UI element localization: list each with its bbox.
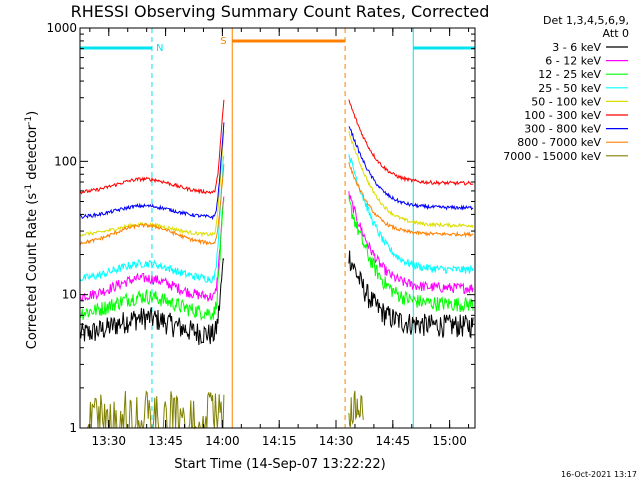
plot-frame	[79, 27, 476, 429]
y-tick-label-1: 10	[62, 288, 77, 302]
legend-label-1: 6 - 12 keV	[545, 55, 601, 68]
x-axis-label: Start Time (14-Sep-07 13:22:22)	[174, 457, 385, 472]
series-7-line-pre	[80, 164, 225, 246]
series-1-line-post	[348, 191, 474, 294]
series-7	[80, 162, 474, 246]
series-0-line-post	[348, 250, 474, 339]
y-axis-label-part2: detector	[25, 124, 40, 184]
series-1-line-pre	[79, 196, 225, 302]
x-tick-label-2: 14:00	[205, 434, 240, 448]
y-axis-label-sup2: -1	[24, 116, 34, 125]
x-tick-label-0: 13:30	[91, 434, 126, 448]
series-0-line-pre	[79, 257, 225, 346]
series-6	[79, 122, 474, 221]
chart-title: RHESSI Observing Summary Count Rates, Co…	[71, 2, 490, 21]
legend-label-3: 25 - 50 keV	[538, 82, 601, 95]
x-tick-label-6: 15:00	[432, 434, 467, 448]
legend-label-8: 7000 - 15000 keV	[503, 150, 601, 163]
series-4	[79, 130, 474, 238]
series-5-line-post	[348, 99, 474, 187]
series-5	[79, 99, 474, 195]
y-tick-label-2: 100	[54, 154, 77, 168]
legend-label-0: 3 - 6 keV	[552, 41, 601, 54]
y-tick-label-0: 1	[69, 421, 77, 435]
legend-label-7: 800 - 7000 keV	[517, 136, 601, 149]
series-6-line-post	[348, 126, 474, 211]
legend-label-5: 100 - 300 keV	[524, 109, 601, 122]
timestamp: 16-Oct-2021 13:17	[561, 470, 637, 479]
series-2	[79, 196, 474, 322]
y-axis-label-sup1: -1	[24, 184, 34, 193]
y-axis-label: Corrected Count Rate (s-1 detector-1)	[24, 111, 40, 349]
legend-label-6: 300 - 800 keV	[524, 123, 601, 136]
saa-label: S	[220, 36, 226, 47]
x-tick-label-3: 14:15	[262, 434, 297, 448]
y-axis-label-part1: Corrected Count Rate (s	[25, 193, 40, 350]
series-5-line-pre	[79, 99, 225, 195]
y-tick-label-3: 1000	[46, 21, 77, 35]
series-1	[79, 191, 474, 302]
series-7-line-post	[348, 162, 474, 238]
y-axis-label-part3: )	[25, 111, 40, 116]
legend-header-line1: Det 1,3,4,5,6,9,	[543, 14, 629, 27]
series-2-line-post	[348, 196, 474, 313]
series-3	[79, 154, 474, 284]
series-3-line-pre	[79, 155, 225, 284]
series-8	[80, 390, 364, 430]
plot-area: N S 1 10 100 1000 13:30 13:45 14:00 14:15 14:30 14:…	[46, 21, 476, 448]
series-3-line-post	[348, 154, 474, 275]
series-8-line-post	[348, 390, 364, 428]
x-tick-label-1: 13:45	[148, 434, 183, 448]
series-6-line-pre	[79, 122, 225, 221]
night-label: N	[156, 43, 163, 54]
series-0	[79, 250, 474, 346]
legend-label-4: 50 - 100 keV	[531, 95, 601, 108]
legend-header-line2: Att 0	[603, 27, 629, 40]
x-tick-label-4: 14:30	[319, 434, 354, 448]
x-tick-label-5: 14:45	[376, 434, 411, 448]
series-2-line-pre	[79, 199, 225, 322]
legend-label-2: 12 - 25 keV	[538, 68, 601, 81]
series-4-line-post	[348, 130, 474, 229]
